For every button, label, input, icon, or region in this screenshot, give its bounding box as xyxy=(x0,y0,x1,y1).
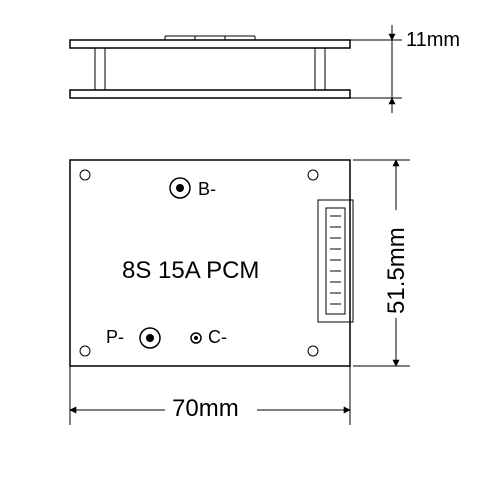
side-profile-view: 11mm xyxy=(70,25,460,113)
width-dimension: 70mm xyxy=(70,366,350,425)
top-plan-view: B- P- C- 8S 15A PCM xyxy=(70,160,412,425)
terminal-b-minus-label: B- xyxy=(198,179,216,199)
board-title: 8S 15A PCM xyxy=(122,257,259,284)
terminal-b-minus: B- xyxy=(170,178,216,199)
dimensional-drawing: 11mm B- P- C- 8S 15A PCM xyxy=(0,0,500,500)
terminal-p-minus: P- xyxy=(106,327,160,348)
height-dimension-label: 51.5mm xyxy=(383,227,410,314)
terminal-c-minus-label: C- xyxy=(208,327,227,347)
thickness-dimension-label: 11mm xyxy=(406,29,460,51)
width-dimension-label: 70mm xyxy=(172,395,239,422)
height-dimension: 51.5mm xyxy=(353,160,412,366)
balance-connector xyxy=(318,200,353,322)
terminal-c-minus: C- xyxy=(191,327,227,347)
terminal-p-minus-label: P- xyxy=(106,327,124,347)
